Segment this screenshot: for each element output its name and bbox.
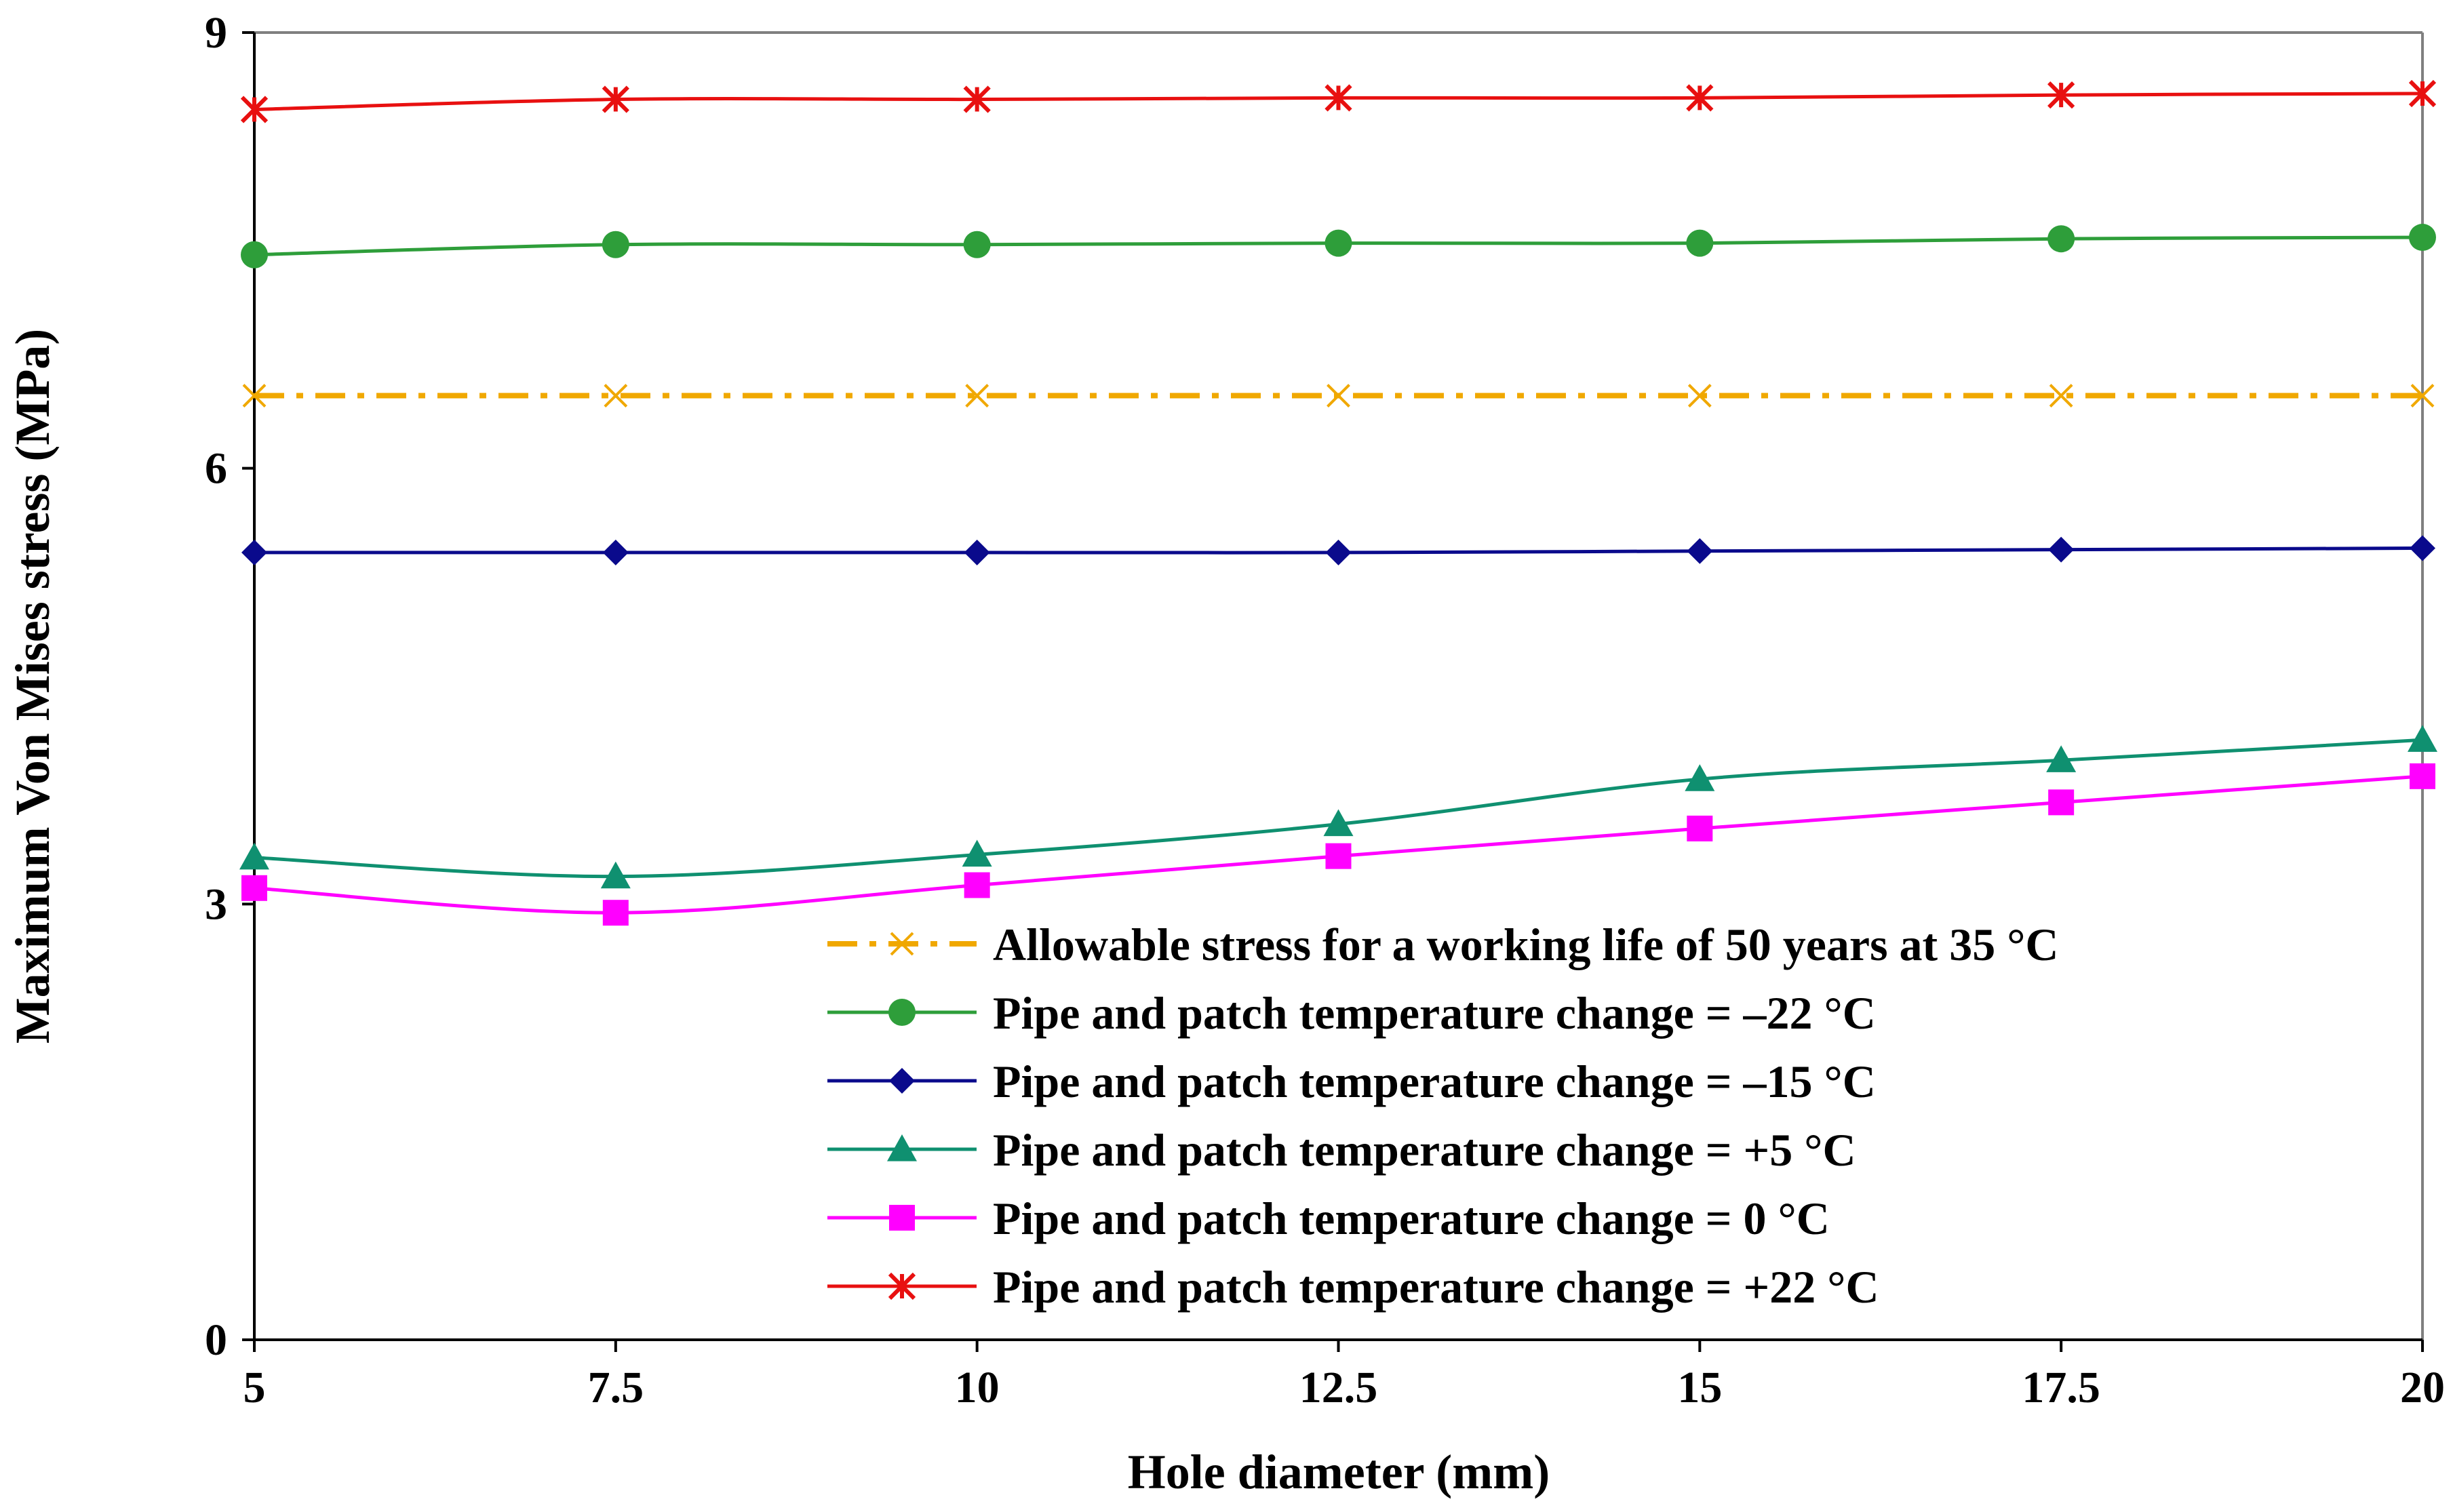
x-tick-label: 5	[243, 1363, 266, 1412]
legend-label-5: Pipe and patch temperature change = +22 …	[993, 1261, 1879, 1313]
x-tick-label: 17.5	[2022, 1363, 2100, 1412]
legend-marker-4	[889, 1205, 915, 1231]
legend-label-2: Pipe and patch temperature change = –15 …	[993, 1056, 1876, 1107]
data-point-series-5	[2047, 81, 2075, 109]
data-point-series-4	[2048, 789, 2075, 816]
data-point-series-2	[1687, 538, 1713, 564]
data-point-series-1	[602, 231, 629, 258]
legend-marker-1	[888, 999, 916, 1026]
data-point-series-1	[2409, 224, 2436, 252]
data-point-series-5	[1324, 84, 1352, 112]
data-point-series-5	[2408, 79, 2437, 108]
data-point-series-1	[241, 241, 268, 268]
x-tick-label: 12.5	[1299, 1363, 1378, 1412]
data-point-series-0	[2049, 384, 2073, 407]
data-point-series-5	[1686, 84, 1714, 112]
legend-label-3: Pipe and patch temperature change = +5 °…	[993, 1124, 1856, 1176]
data-point-series-1	[963, 231, 991, 258]
legend-marker-0	[890, 932, 914, 956]
data-point-series-2	[2048, 536, 2075, 563]
series-markers	[239, 79, 2437, 926]
data-point-series-5	[963, 85, 991, 113]
data-point-series-4	[602, 900, 629, 926]
legend-marker-3	[887, 1134, 917, 1161]
data-point-series-3	[2046, 745, 2077, 772]
data-point-series-1	[1686, 229, 1714, 257]
data-point-series-0	[965, 384, 989, 407]
data-point-series-2	[1325, 539, 1352, 565]
data-point-series-1	[2047, 225, 2075, 253]
y-tick-label: 6	[205, 444, 227, 494]
data-point-series-2	[241, 539, 267, 565]
data-point-series-2	[964, 539, 990, 565]
x-ticks: 5 7.5 10 12.5 15 17.5 20	[243, 1340, 2445, 1412]
data-point-series-3	[600, 861, 631, 889]
data-point-series-2	[602, 539, 629, 565]
x-tick-label: 10	[955, 1363, 1000, 1412]
data-point-series-3	[1323, 809, 1354, 837]
y-axis-title: Maximum Von Mises stress (MPa)	[5, 329, 60, 1044]
data-point-series-3	[2408, 725, 2437, 752]
legend-marker-5	[888, 1272, 916, 1300]
y-ticks: 0 3 6 9	[205, 8, 254, 1365]
legend-label-4: Pipe and patch temperature change = 0 °C	[993, 1193, 1830, 1244]
data-point-series-3	[962, 839, 992, 867]
x-tick-label: 20	[2400, 1363, 2445, 1412]
data-point-series-2	[2410, 535, 2435, 561]
data-point-series-0	[242, 384, 267, 407]
data-point-series-4	[241, 875, 267, 901]
data-point-series-1	[1324, 229, 1352, 257]
data-point-series-4	[964, 872, 990, 898]
data-point-series-3	[1685, 764, 1715, 791]
data-point-series-0	[604, 384, 628, 407]
data-point-series-4	[1687, 815, 1713, 841]
data-point-series-4	[1325, 843, 1352, 869]
data-point-series-5	[602, 85, 629, 113]
x-tick-label: 15	[1677, 1363, 1722, 1412]
data-point-series-4	[2410, 763, 2435, 789]
legend-label-0: Allowable stress for a working life of 5…	[993, 919, 2059, 970]
legend-label-1: Pipe and patch temperature change = –22 …	[993, 987, 1876, 1039]
data-point-series-3	[239, 842, 269, 870]
y-tick-label: 3	[205, 879, 227, 929]
data-point-series-0	[1327, 384, 1350, 407]
data-point-series-0	[2410, 384, 2435, 407]
x-tick-label: 7.5	[588, 1363, 644, 1412]
legend-marker-2	[889, 1068, 915, 1094]
x-axis-title: Hole diameter (mm)	[1128, 1445, 1550, 1499]
y-tick-label: 9	[205, 8, 227, 58]
data-point-series-0	[1687, 384, 1712, 407]
data-point-series-5	[240, 96, 269, 123]
y-tick-label: 0	[205, 1315, 227, 1365]
legend: Allowable stress for a working life of 5…	[827, 919, 2059, 1313]
